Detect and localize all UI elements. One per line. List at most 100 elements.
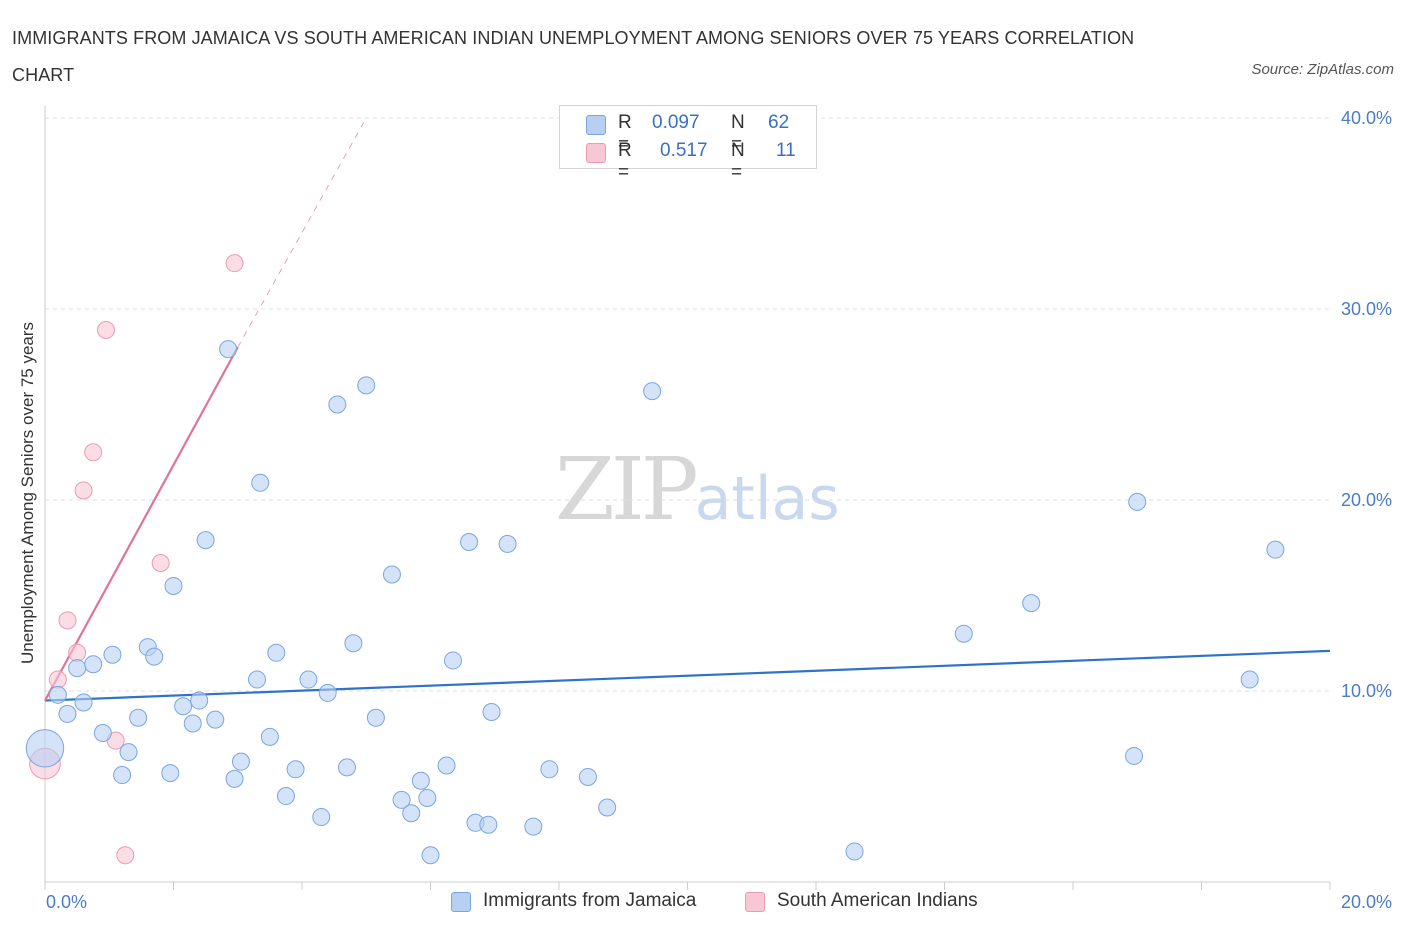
point-jamaica [578,767,597,786]
point-jamaica [954,624,973,643]
point-jamaica [598,798,617,817]
point-jamaica [418,788,437,807]
point-jamaica [357,376,376,395]
legend-swatch-jamaica [451,892,471,912]
y-tick-label: 10.0% [1341,681,1392,701]
point-jamaica [190,691,209,710]
point-south-american-indians [74,481,93,500]
r-value: 0.097 [652,112,700,133]
point-jamaica [482,703,501,722]
point-south-american-indians [97,321,116,340]
data-points [25,254,1285,865]
correlation-legend: R = 0.097 N = 62 R = 0.517 N = 11 [559,105,817,183]
point-jamaica [93,724,112,743]
point-jamaica [161,764,180,783]
trend-line-south-american-indians [44,346,239,702]
point-jamaica [119,743,138,762]
point-jamaica [845,842,864,861]
point-jamaica [48,685,67,704]
source-label: Source: ZipAtlas.com [1251,61,1394,78]
y-tick-label: 20.0% [1341,490,1392,510]
point-jamaica [402,804,421,823]
legend-swatch-south-american-indians [586,143,606,163]
x-tick-label-min: 0.0% [46,892,87,912]
legend-label-jamaica: Immigrants from Jamaica [483,890,697,911]
y-axis-label: Unemployment Among Seniors over 75 years [18,322,37,664]
legend-label-south-american-indians: South American Indians [777,890,978,911]
point-south-american-indians [84,443,103,462]
point-jamaica [540,760,559,779]
point-jamaica [286,760,305,779]
point-jamaica [1266,540,1285,559]
point-jamaica [344,634,363,653]
point-jamaica [328,395,347,414]
tick-labels: 10.0% 20.0% 30.0% 40.0% 0.0% 20.0% [46,108,1392,912]
trend-extension-south-american-indians [237,117,367,348]
point-jamaica [421,846,440,865]
point-south-american-indians [225,254,244,273]
point-jamaica [312,808,331,827]
point-south-american-indians [48,670,67,689]
point-jamaica [276,787,295,806]
point-jamaica [129,708,148,727]
point-jamaica [113,766,132,785]
n-value: 62 [768,112,790,133]
r-label: R = [618,112,632,155]
y-tick-label: 30.0% [1341,299,1392,319]
point-south-american-indians [58,611,77,630]
point-jamaica [643,382,662,401]
point-jamaica [206,710,225,729]
point-jamaica [225,769,244,788]
point-jamaica [318,683,337,702]
grid [45,117,1330,692]
chart-title: IMMIGRANTS FROM JAMAICA VS SOUTH AMERICA… [12,28,1135,85]
r-value: 0.517 [660,140,708,161]
point-jamaica [145,647,164,666]
point-jamaica [219,340,238,359]
legend-swatch-jamaica [586,115,606,135]
point-jamaica [337,758,356,777]
n-value: 11 [776,140,796,161]
point-jamaica [437,756,456,775]
point-jamaica [25,729,65,768]
r-label: R = [618,140,632,183]
point-jamaica [366,708,385,727]
point-jamaica [164,576,183,595]
point-jamaica [1022,594,1041,613]
point-jamaica [1128,492,1147,511]
point-south-american-indians [116,846,135,865]
point-jamaica [382,565,401,584]
point-jamaica [84,655,103,674]
x-tick-label-max: 20.0% [1341,892,1392,912]
point-jamaica [74,693,93,712]
legend-swatch-south-american-indians [745,892,765,912]
y-tick-label: 40.0% [1341,108,1392,128]
point-south-american-indians [68,643,87,662]
point-jamaica [174,697,193,716]
point-jamaica [1240,670,1259,689]
point-jamaica [103,645,122,664]
watermark-zip: ZIP [555,440,699,540]
point-jamaica [411,771,430,790]
watermark-atlas: atlas [694,464,840,534]
watermark: ZIPatlas [555,440,840,540]
n-label: N = [731,112,745,155]
trend-line-jamaica [44,649,1331,702]
point-jamaica [231,752,250,771]
point-jamaica [183,714,202,733]
point-jamaica [443,651,462,670]
point-jamaica [479,815,498,834]
point-jamaica [251,473,270,492]
point-jamaica [248,670,267,689]
point-jamaica [392,790,411,809]
point-jamaica [260,727,279,746]
point-jamaica [267,643,286,662]
point-jamaica [524,817,543,836]
point-jamaica [58,704,77,723]
point-south-american-indians [151,554,170,573]
point-jamaica [498,534,517,553]
n-label: N = [731,140,745,183]
trend-lines [44,117,1331,702]
point-jamaica [299,670,318,689]
point-jamaica [460,533,479,552]
